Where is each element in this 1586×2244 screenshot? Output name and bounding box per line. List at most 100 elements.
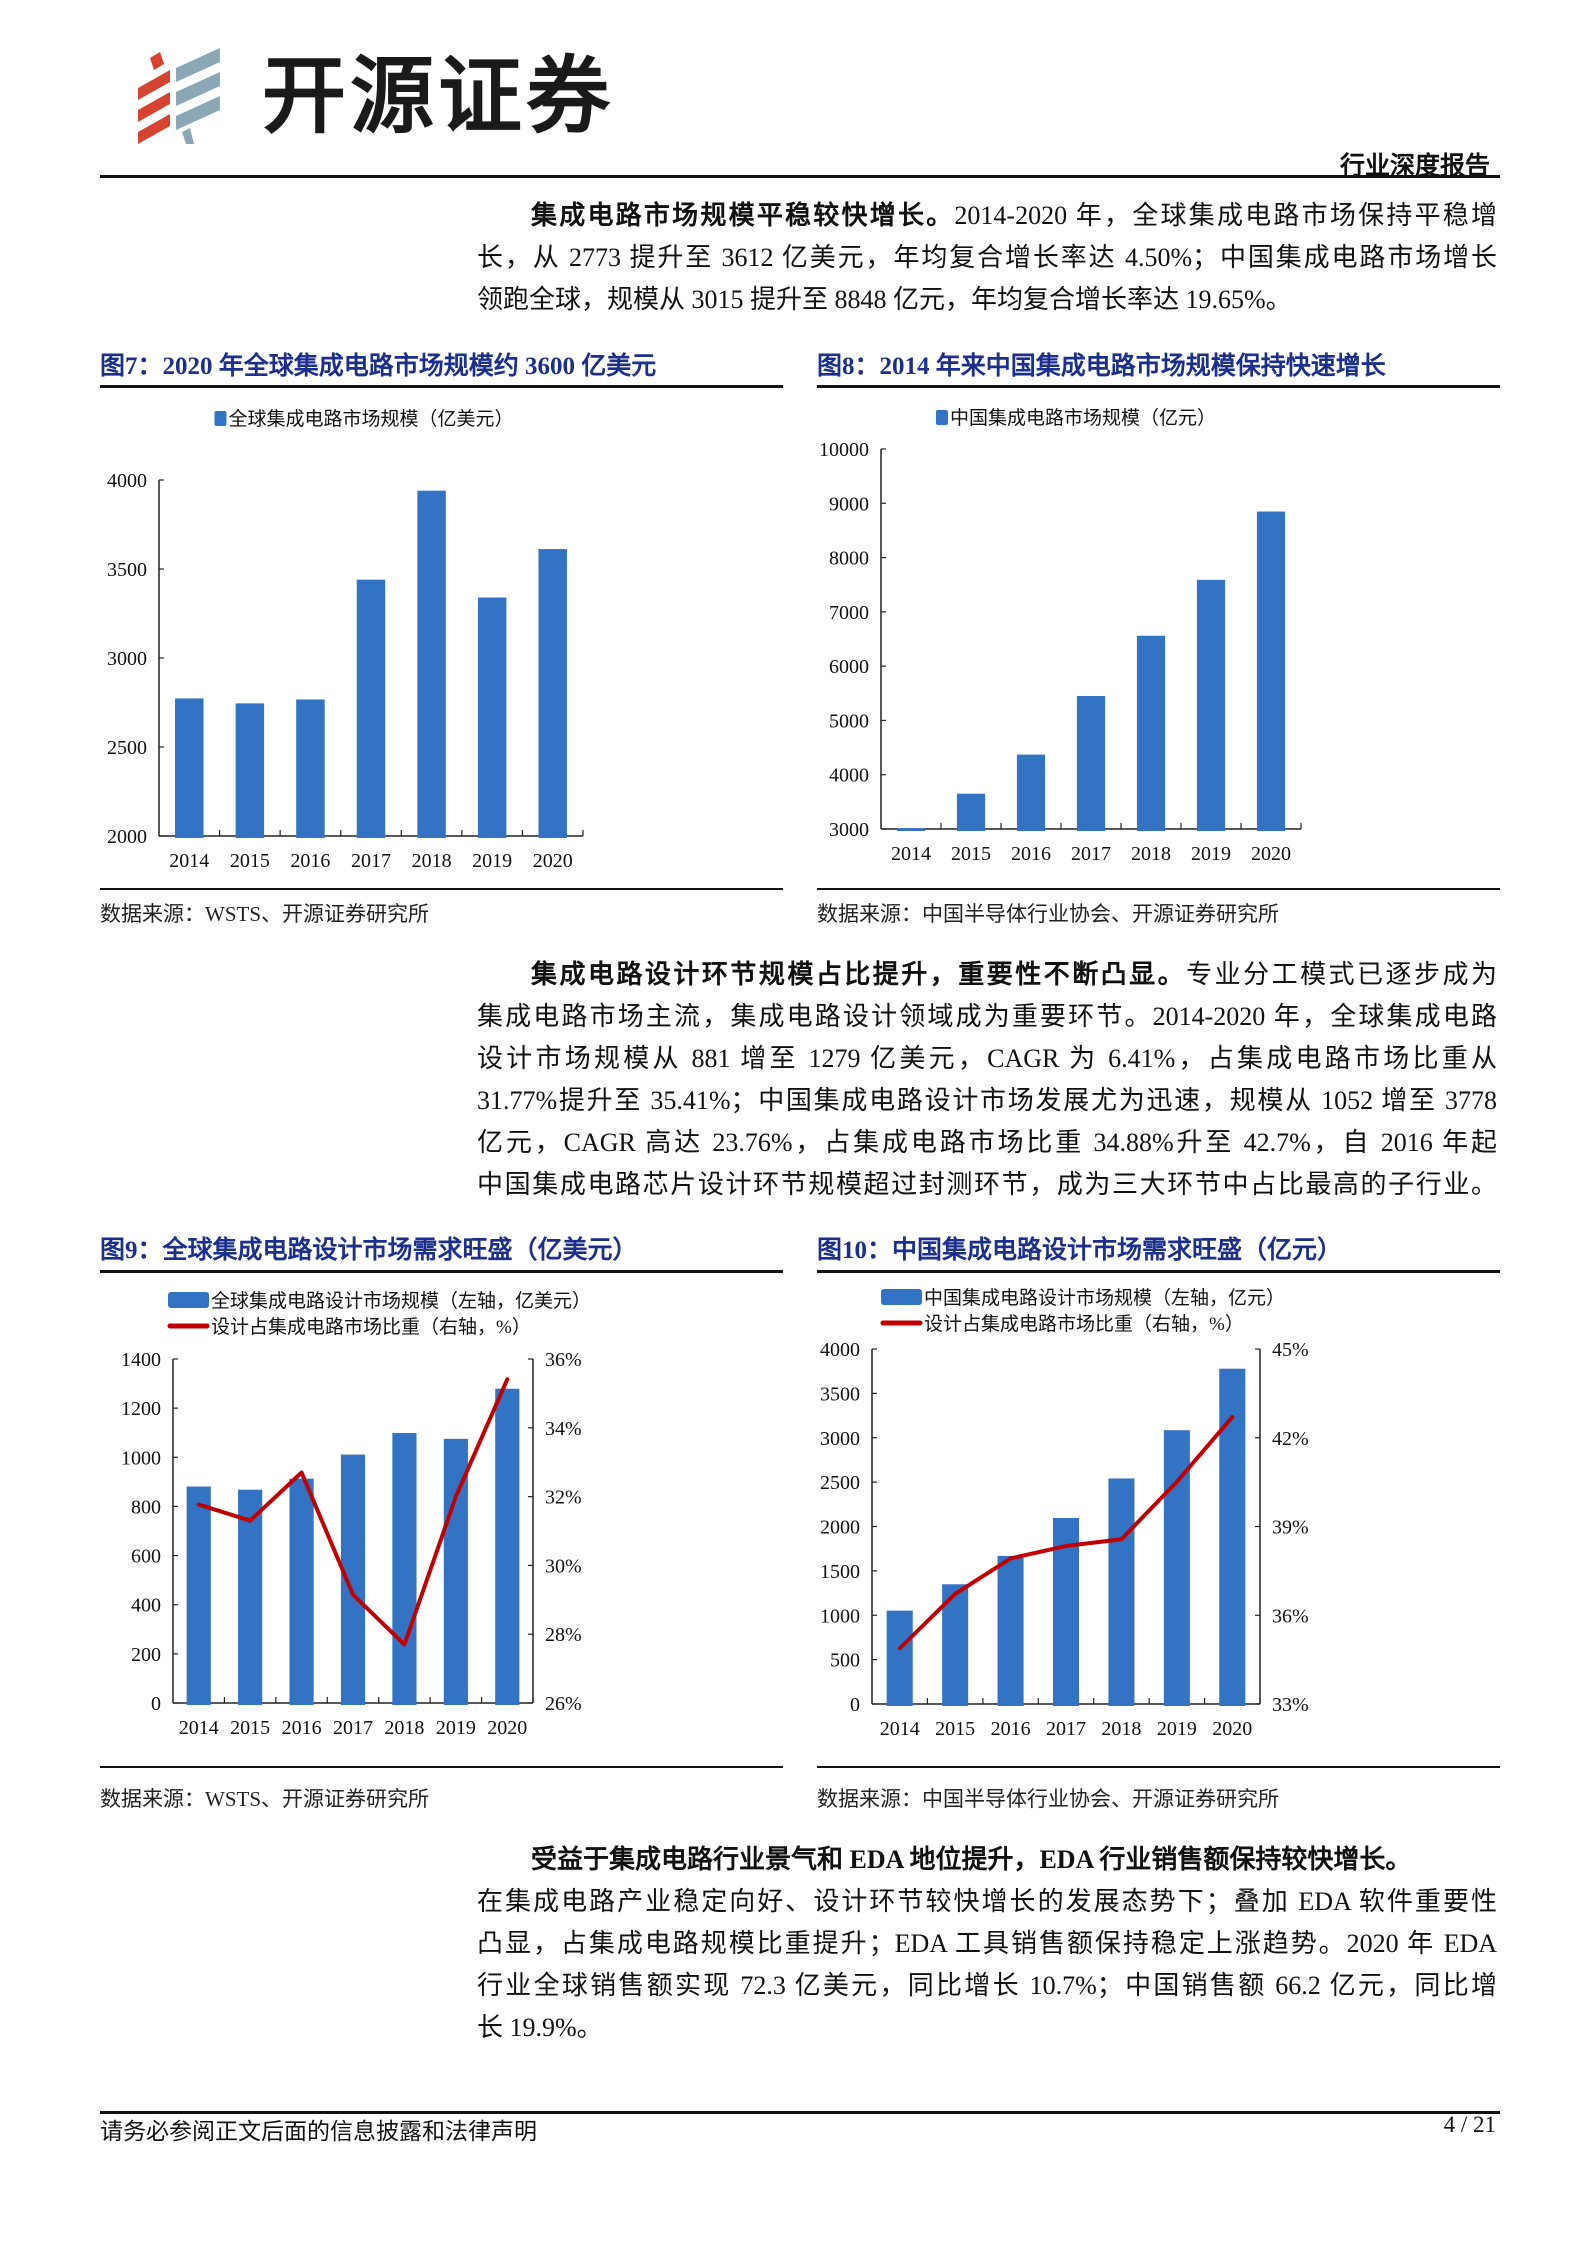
y2-tick-label: 36% <box>1272 1605 1309 1627</box>
y-tick-label: 3500 <box>820 1383 860 1405</box>
x-tick-label: 2015 <box>935 1718 975 1740</box>
x-tick-label: 2018 <box>384 1717 424 1739</box>
bar <box>1052 1517 1080 1706</box>
y-tick-label: 2500 <box>107 737 147 759</box>
paragraph-line: 集成电路市场规模平稳较快增长。2014-2020 年，全球集成电路市场保持平稳增 <box>531 200 1497 232</box>
legend-label: 设计占集成电路市场比重（右轴，%） <box>211 1316 531 1338</box>
y-tick-label: 9000 <box>829 493 869 515</box>
legend-swatch-bar <box>168 1292 209 1308</box>
x-tick-label: 2017 <box>1071 843 1111 865</box>
bar <box>392 1432 417 1705</box>
bar <box>356 579 386 838</box>
x-tick-label: 2016 <box>1011 843 1051 865</box>
x-tick-label: 2014 <box>179 1717 219 1739</box>
x-tick-label: 2018 <box>412 850 452 872</box>
bar <box>477 597 507 838</box>
bar <box>235 703 265 838</box>
y-tick-label: 3000 <box>829 819 869 841</box>
paragraph-line: 领跑全球，规模从 3015 提升至 8848 亿元，年均复合增长率达 19.65… <box>477 285 1292 314</box>
y-tick-label: 800 <box>131 1496 161 1518</box>
chart-10: 0 500 1000 1500 2000 2500 3000 3500 4000 2014 2015… <box>820 1287 1309 1740</box>
y-tick-label: 4000 <box>829 765 869 787</box>
figure-10-source: 数据来源：中国半导体行业协会、开源证券研究所 <box>817 1787 1279 1811</box>
series-line <box>196 1377 510 1647</box>
x-tick-label: 2017 <box>351 850 391 872</box>
x-tick-label: 2014 <box>891 843 931 865</box>
x-tick-label: 2018 <box>1101 1718 1141 1740</box>
paragraph-line: 在集成电路产业稳定向好、设计环节较快增长的发展态势下；叠加 EDA 软件重要性 <box>477 1887 1497 1916</box>
bar <box>495 1388 520 1705</box>
figure-8-title-rule <box>817 385 1500 388</box>
legend-swatch <box>214 411 227 426</box>
y-tick-label: 6000 <box>829 656 869 678</box>
bar <box>175 698 204 838</box>
bar <box>1136 635 1166 831</box>
paragraph-line: 行业全球销售额实现 72.3 亿美元，同比增长 10.7%；中国销售额 66.2… <box>477 1971 1497 2000</box>
x-tick-label: 2020 <box>1212 1718 1252 1740</box>
x-tick-label: 2014 <box>880 1718 920 1740</box>
x-tick-label: 2019 <box>472 850 512 872</box>
y-tick-label: 4000 <box>107 470 147 492</box>
x-tick-label: 2018 <box>1131 843 1171 865</box>
figure-10-title-rule <box>817 1270 1500 1273</box>
y2-tick-label: 33% <box>1272 1694 1309 1716</box>
y-tick-label: 2000 <box>107 826 147 848</box>
y-tick-label: 7000 <box>829 602 869 624</box>
footer-disclaimer: 请务必参阅正文后面的信息披露和法律声明 <box>100 2119 537 2144</box>
y-tick-label: 8000 <box>829 548 869 570</box>
x-tick-label: 2019 <box>1191 843 1231 865</box>
legend-label: 中国集成电路市场规模（亿元） <box>950 407 1216 429</box>
chart-7: 2000 2500 3000 3500 4000 2014 2015 2016 2017 2018… <box>107 408 584 872</box>
y-tick-label: 600 <box>131 1546 161 1568</box>
header-divider <box>100 175 1500 178</box>
x-tick-label: 2017 <box>1046 1718 1086 1740</box>
bar <box>340 1454 366 1705</box>
legend-swatch <box>935 410 948 425</box>
brand-name: 开源证券 <box>262 47 615 145</box>
bar <box>538 549 567 838</box>
y-tick-label: 3000 <box>107 648 147 670</box>
x-tick-label: 2015 <box>230 1717 270 1739</box>
bar <box>443 1438 468 1705</box>
footer-divider <box>100 2111 1500 2114</box>
x-tick-label: 2019 <box>436 1717 476 1739</box>
x-tick-label: 2015 <box>951 843 991 865</box>
bar <box>1196 579 1226 831</box>
legend-label: 全球集成电路设计市场规模（左轴，亿美元） <box>211 1290 591 1312</box>
y-tick-label: 3500 <box>107 559 147 581</box>
figure-10-title: 图10：中国集成电路设计市场需求旺盛（亿元） <box>817 1237 1343 1264</box>
bar <box>417 490 446 838</box>
bar <box>1163 1430 1190 1706</box>
bar <box>1219 1368 1246 1706</box>
figure-9-title-rule <box>100 1270 783 1273</box>
y-tick-label: 3000 <box>820 1428 860 1450</box>
legend-label: 设计占集成电路市场比重（右轴，%） <box>924 1313 1244 1335</box>
figure-10-bottom-rule <box>817 1766 1500 1768</box>
paragraph-line: 31.77%提升至 35.41%；中国集成电路设计市场发展尤为迅速，规模从 10… <box>477 1086 1497 1115</box>
paragraph-line: 设计市场规模从 881 增至 1279 亿美元，CAGR 为 6.41%，占集成… <box>477 1044 1497 1073</box>
y2-tick-label: 30% <box>545 1555 582 1577</box>
paragraph-lead: 集成电路设计环节规模占比提升，重要性不断凸显。 <box>531 960 1187 989</box>
bar <box>238 1489 263 1705</box>
y-tick-label: 400 <box>131 1595 161 1617</box>
y-tick-label: 0 <box>850 1694 860 1716</box>
y-tick-label: 5000 <box>829 710 869 732</box>
bar <box>956 793 986 831</box>
y-tick-label: 10000 <box>819 439 869 461</box>
chart-9: 0 200 400 600 800 1000 1200 1400 2014 2015 2016 201… <box>121 1290 591 1739</box>
x-tick-label: 2020 <box>1251 843 1291 865</box>
bar <box>1256 511 1286 831</box>
bar <box>997 1555 1024 1706</box>
y-tick-label: 1000 <box>820 1605 860 1627</box>
legend-swatch-bar <box>881 1289 922 1305</box>
y-tick-label: 2000 <box>820 1517 860 1539</box>
figure-8-source: 数据来源：中国半导体行业协会、开源证券研究所 <box>817 902 1279 926</box>
figure-8-title: 图8：2014 年来中国集成电路市场规模保持快速增长 <box>817 353 1386 380</box>
logo-mark-icon <box>138 48 220 144</box>
brand-logo <box>130 48 250 144</box>
paragraph-text: 专业分工模式已逐步成为 <box>1186 960 1497 989</box>
y2-tick-label: 42% <box>1272 1428 1309 1450</box>
x-tick-label: 2016 <box>290 850 330 872</box>
bar <box>1108 1478 1135 1706</box>
x-tick-label: 2019 <box>1157 1718 1197 1740</box>
